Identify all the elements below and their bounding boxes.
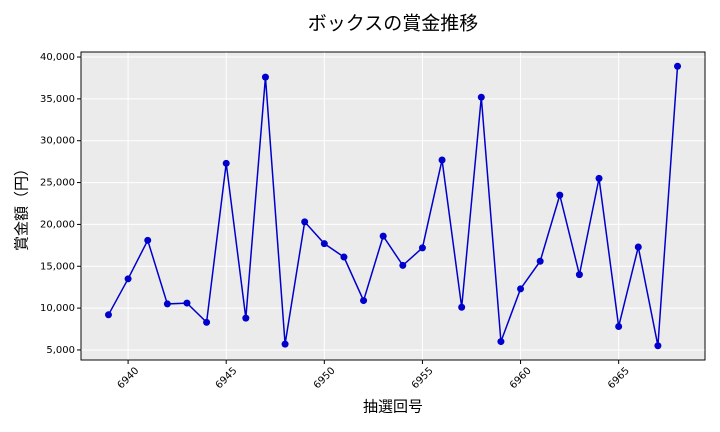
y-tick-label: 20,000 (40, 219, 75, 230)
point (360, 297, 368, 305)
plot-area (80, 51, 706, 361)
x-tick-label: 6950 (312, 365, 338, 391)
y-tick-label: 30,000 (40, 136, 75, 147)
point (163, 300, 171, 308)
point (379, 232, 387, 240)
point (654, 342, 662, 350)
y-tick-label: 40,000 (40, 52, 75, 63)
point (340, 253, 348, 261)
point (615, 323, 623, 331)
y-tick-label: 25,000 (40, 178, 75, 189)
x-tick-label: 6955 (410, 365, 436, 391)
point (536, 257, 544, 265)
point (556, 191, 564, 199)
point (203, 318, 211, 326)
point (281, 340, 289, 348)
x-tick-label: 6960 (508, 365, 534, 391)
point (575, 271, 583, 279)
point (418, 244, 426, 252)
point (320, 240, 328, 248)
point (124, 275, 132, 283)
plot-area (80, 51, 706, 361)
x-tick-label: 6940 (116, 365, 142, 391)
point (222, 159, 230, 167)
point (261, 73, 269, 81)
point (242, 314, 250, 322)
point (634, 243, 642, 251)
x-tick-label: 6965 (606, 365, 632, 391)
point (104, 311, 112, 319)
point (399, 261, 407, 269)
point (183, 299, 191, 307)
x-tick-label: 6945 (214, 365, 240, 391)
y-axis-label: 賞金額（円） (13, 161, 31, 251)
y-tick-label: 15,000 (40, 261, 75, 272)
point (497, 338, 505, 346)
y-tick-label: 35,000 (40, 94, 75, 105)
y-tick-label: 10,000 (40, 303, 75, 314)
point (458, 303, 466, 311)
y-tick-label: 5,000 (46, 345, 75, 356)
point (595, 174, 603, 182)
point (477, 93, 485, 101)
point (144, 236, 152, 244)
point (517, 285, 525, 293)
point (438, 156, 446, 164)
point (301, 218, 309, 226)
line (107, 66, 679, 346)
point (674, 62, 682, 70)
x-axis-label: 抽選回号 (363, 398, 423, 416)
chart-title: ボックスの賞金推移 (308, 13, 478, 35)
